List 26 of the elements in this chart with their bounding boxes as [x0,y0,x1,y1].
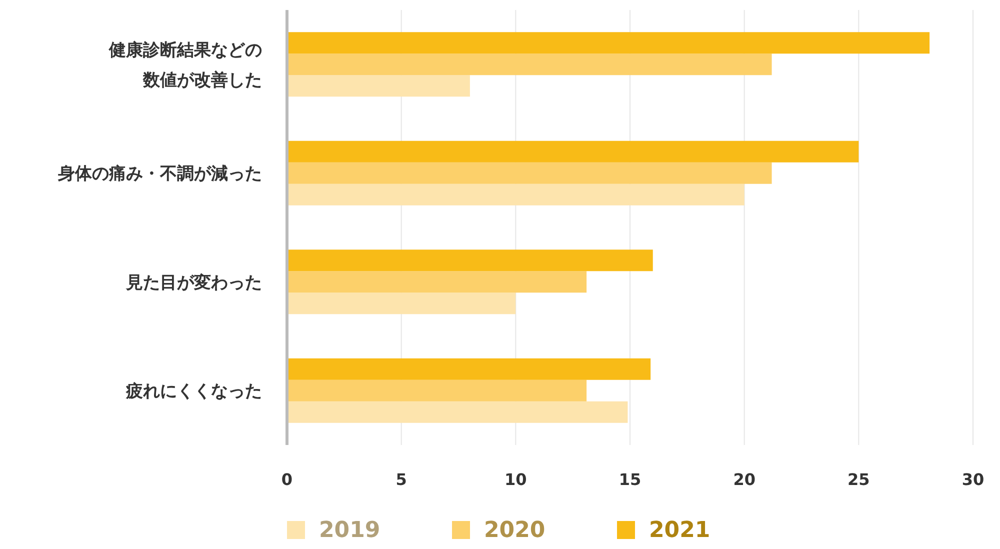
bar [287,292,516,314]
bar [287,32,930,54]
bar [287,162,772,184]
bar [287,250,653,272]
y-tick-label: 見た目が変わった [125,272,262,293]
bar [287,75,470,97]
legend-label: 2019 [319,518,380,543]
x-tick-label: 10 [504,470,527,489]
legend-label: 2021 [649,518,710,543]
bar [287,401,628,423]
y-tick-label: 身体の痛み・不調が減った [57,164,262,184]
x-tick-label: 25 [848,470,870,489]
x-tick-label: 0 [281,470,293,489]
bar [287,380,587,402]
x-tick-label: 30 [962,470,984,489]
x-tick-label: 20 [733,470,756,489]
x-tick-label: 5 [396,470,407,489]
legend-label: 2020 [484,518,546,543]
y-tick-label: 疲れにくくなった [125,382,262,402]
bar [287,54,772,76]
bar [287,140,859,162]
bar [287,358,651,380]
y-tick-label: 健康診断結果などの数値が改善した [108,40,262,90]
x-tick-label: 15 [618,470,642,489]
bar [287,271,587,293]
bar [287,184,744,206]
